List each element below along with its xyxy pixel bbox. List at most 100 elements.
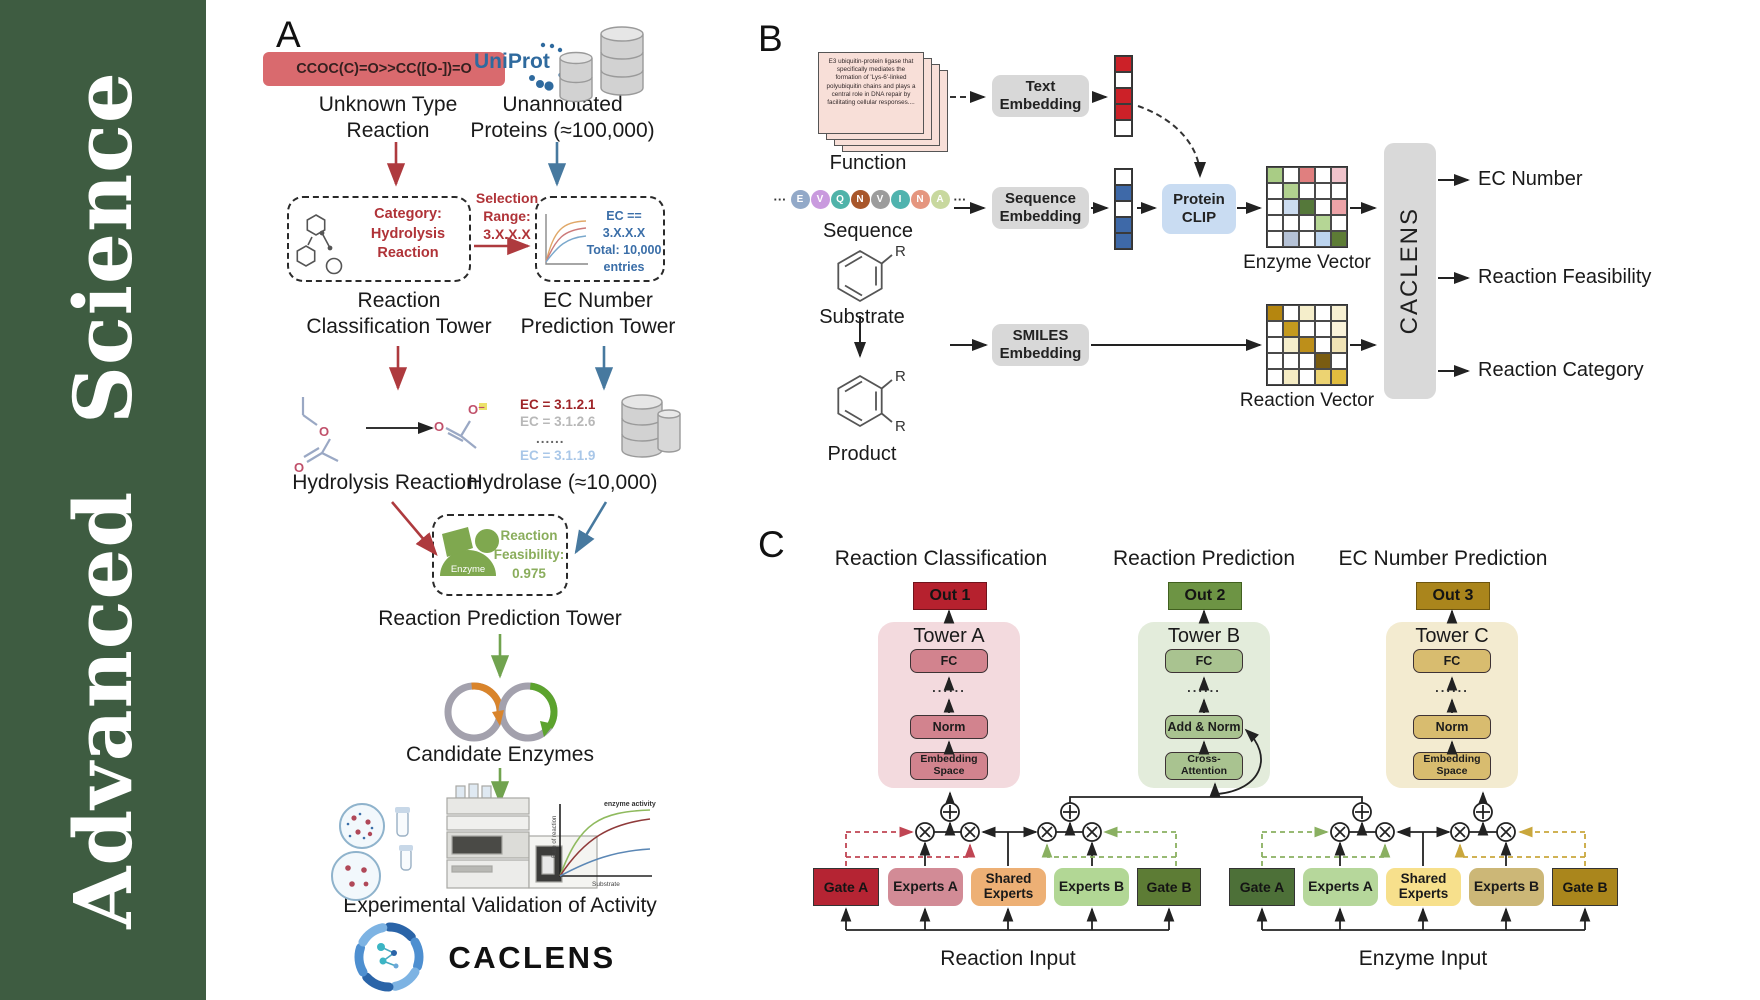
matrix-cell <box>1115 185 1132 201</box>
candidate-enzymes-label: Candidate Enzymes <box>406 743 594 766</box>
add-node-icon <box>940 802 1493 822</box>
tower-c-title: Tower C <box>1415 625 1489 647</box>
function-card-text: E3 ubiquitin-protein ligase that specifi… <box>826 58 916 106</box>
substrate-label: Substrate <box>819 306 905 328</box>
minus-highlight <box>479 403 487 410</box>
matrix-cell <box>1115 169 1132 185</box>
enzyme-experts-b: Experts B <box>1469 868 1544 906</box>
reaction-experts-a: Experts A <box>888 868 963 906</box>
matrix-cell <box>1115 88 1132 104</box>
ec-list-item: EC = 3.1.2.6 <box>520 413 596 429</box>
tower-a-title: Tower A <box>913 625 985 647</box>
enzyme-activity-label: enzyme activity <box>604 801 656 808</box>
matrix-cell <box>1267 337 1283 353</box>
tower-b-fc: FC <box>1165 649 1243 673</box>
tower-c-embedding-space: Embedding Space <box>1413 752 1491 780</box>
tower-c-norm: Norm <box>1413 715 1491 739</box>
ec-list-ellipsis: ...... <box>536 430 565 446</box>
text-embedding-box: Text Embedding <box>992 75 1089 117</box>
substrate-axis-label: Substrate <box>592 881 620 888</box>
ec-filter-text: EC == 3.X.X.X Total: 10,000 entries <box>586 209 662 274</box>
matrix-cell <box>1267 167 1283 183</box>
residue-circle: E <box>790 190 810 209</box>
matrix-cell <box>1267 321 1283 337</box>
reaction-vector-label: Reaction Vector <box>1239 390 1375 411</box>
output-reaction-category: Reaction Category <box>1478 359 1644 381</box>
hydrolase-database-icon <box>621 394 681 458</box>
tower-a: Tower A FC ...... Norm Embedding Space <box>878 622 1020 788</box>
matrix-cell <box>1331 337 1347 353</box>
enzyme-gate-b: Gate B <box>1552 868 1618 906</box>
matrix-cell <box>1115 217 1132 233</box>
function-label: Function <box>829 152 907 174</box>
matrix-cell <box>1315 337 1331 353</box>
matrix-cell <box>1315 167 1331 183</box>
tower-c: Tower C FC ...... Norm Embedding Space <box>1386 622 1518 788</box>
tower-b-dots: ...... <box>1187 680 1221 695</box>
matrix-cell <box>1315 369 1331 385</box>
matrix-cell <box>1283 337 1299 353</box>
tower-b: Tower B FC ...... Add & Norm Cross- Atte… <box>1138 622 1270 788</box>
matrix-cell <box>1315 321 1331 337</box>
reaction-gate-a-dashed <box>845 826 976 866</box>
reaction-gate-b: Gate B <box>1137 868 1201 906</box>
matrix-cell <box>1315 305 1331 321</box>
matrix-cell <box>1299 183 1315 199</box>
matrix-cell <box>1331 215 1347 231</box>
tower-c-fc: FC <box>1413 649 1491 673</box>
protein-clip-box: Protein CLIP <box>1162 184 1236 234</box>
tower-a-dots: ...... <box>932 680 966 695</box>
enzyme-input-label: Enzyme Input <box>1358 947 1488 970</box>
matrix-cell <box>1331 199 1347 215</box>
ellipsis-right: ··· <box>953 192 967 207</box>
journal-band: Advanced Science <box>0 0 206 1000</box>
matrix-cell <box>1267 215 1283 231</box>
residue-circle: Q <box>830 190 850 209</box>
enzyme-vector-matrix <box>1266 166 1348 248</box>
sequence-embedding-vector <box>1114 168 1133 250</box>
ec-list-item: EC = 3.1.1.9 <box>520 447 596 463</box>
residue-circle: N <box>850 190 870 209</box>
enzyme-gate-a-dashed <box>1261 826 1391 866</box>
unannotated-proteins-label: Unannotated Proteins (≈100,000) <box>470 93 655 142</box>
reaction-classification-tower-label: Reaction Classification Tower <box>306 289 492 338</box>
product-molecule-icon <box>837 374 893 428</box>
residue-circle: V <box>870 190 890 209</box>
journal-name: Advanced Science <box>56 71 150 929</box>
matrix-cell <box>1115 72 1132 88</box>
panel-c-label: C <box>758 524 785 565</box>
matrix-cell <box>1283 167 1299 183</box>
matrix-cell <box>1283 199 1299 215</box>
title-reaction-prediction: Reaction Prediction <box>1112 547 1296 570</box>
sequence-label: Sequence <box>822 220 914 242</box>
reaction-gate-a: Gate A <box>813 868 879 906</box>
ester-molecule-icon <box>301 397 339 463</box>
matrix-cell <box>1315 199 1331 215</box>
acetate-o-atom: O <box>434 419 444 434</box>
ec-prediction-dashed-box: EC == 3.X.X.X Total: 10,000 entries <box>535 196 665 282</box>
panel-a-label: A <box>276 14 301 55</box>
product-label: Product <box>827 443 897 465</box>
sequence-embedding-box: Sequence Embedding <box>992 187 1089 229</box>
reaction-shared-experts: Shared Experts <box>971 868 1046 906</box>
plasmid-arrowhead <box>492 710 504 726</box>
matrix-cell <box>1283 215 1299 231</box>
out1-box: Out 1 <box>913 582 987 610</box>
petri-dish-icons <box>331 803 413 901</box>
matrix-cell <box>1331 353 1347 369</box>
function-card-front: E3 ubiquitin-protein ligase that specifi… <box>818 52 924 134</box>
hydrolase-label: Hydrolase (≈10,000) <box>467 471 658 494</box>
multiply-node-icon <box>915 822 1516 842</box>
smiles-reaction-box: CCOC(C)=O>>CC([O-])=O <box>263 52 505 86</box>
caclens-vertical-text: CACLENS <box>1396 207 1423 335</box>
matrix-cell <box>1331 231 1347 247</box>
matrix-cell <box>1283 183 1299 199</box>
tower-a-fc: FC <box>910 649 988 673</box>
plasmid-arrowhead <box>540 721 554 737</box>
matrix-cell <box>1315 183 1331 199</box>
matrix-cell <box>1283 369 1299 385</box>
matrix-cell <box>1299 337 1315 353</box>
matrix-cell <box>1299 305 1315 321</box>
